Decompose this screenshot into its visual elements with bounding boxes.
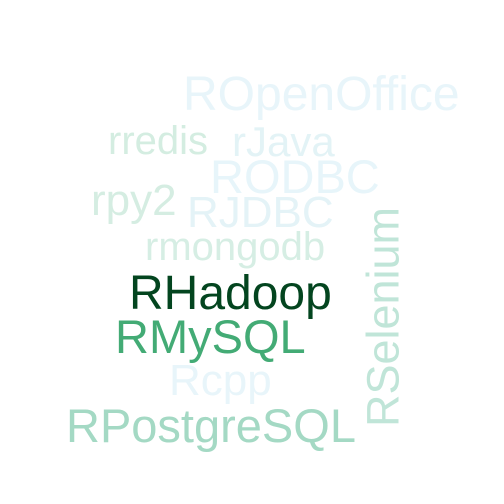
word-rjdbc: RJDBC xyxy=(187,188,334,237)
word-ropenoffice: ROpenOffice xyxy=(183,68,460,121)
word-rmysql: RMySQL xyxy=(115,310,306,363)
word-rpostgresql: RPostgreSQL xyxy=(66,399,356,452)
word-rredis: rredis xyxy=(108,119,209,163)
word-rcpp: Rcpp xyxy=(169,356,272,405)
word-rmongodb: rmongodb xyxy=(145,225,326,269)
word-rjava: rJava xyxy=(232,118,335,165)
word-rhadoop: RHadoop xyxy=(129,267,332,320)
word-rselenium: RSelenium xyxy=(357,206,409,428)
word-rodbc: RODBC xyxy=(210,150,380,203)
word-rpy2: rpy2 xyxy=(91,176,177,225)
